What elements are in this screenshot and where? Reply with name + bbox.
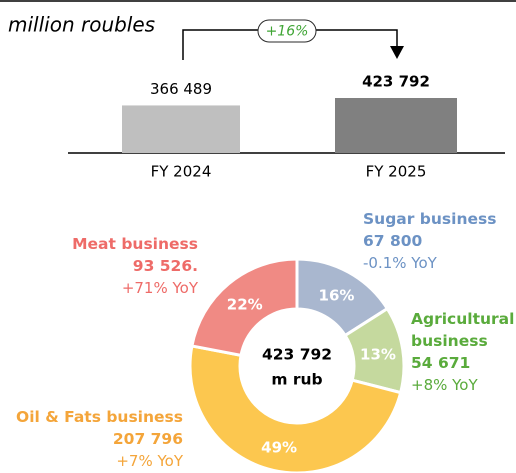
donut-segment: [188, 344, 403, 473]
chart-title: million roubles: [8, 13, 155, 37]
x-tick-label: FY 2025: [366, 163, 427, 181]
segment-label: Oil & Fats business 207 796 +7% YoY: [16, 406, 183, 472]
center-value: 423 792: [262, 346, 332, 364]
value-label: 423 792: [362, 73, 430, 91]
center-unit: m rub: [271, 371, 322, 389]
bar: [335, 98, 457, 153]
segment-percent: 13%: [360, 346, 396, 364]
donut-segment: [190, 257, 299, 358]
segment-name: Meat business: [72, 235, 198, 253]
annotation: +16%: [266, 24, 309, 40]
arrow-head: [390, 46, 404, 59]
segment-name: Agricultural business: [411, 310, 515, 350]
segment-label: Sugar business 67 800 -0.1% YoY: [363, 208, 496, 274]
segment-amount: 207 796: [112, 430, 183, 448]
segment-yoy: -0.1% YoY: [363, 254, 437, 272]
bar: [122, 105, 240, 153]
x-tick-label: FY 2024: [151, 163, 212, 181]
value-label: 366 489: [150, 80, 212, 98]
segment-percent: 16%: [319, 287, 355, 305]
segment-yoy: +8% YoY: [411, 376, 478, 394]
segment-percent: 22%: [227, 295, 263, 313]
segment-name: Sugar business: [363, 210, 497, 228]
segment-amount: 54 671: [411, 354, 471, 372]
segment-yoy: +71% YoY: [121, 279, 198, 297]
segment-amount: 67 800: [363, 232, 423, 250]
annotation-box: [257, 19, 317, 43]
segment-label: Agricultural business 54 671 +8% YoY: [411, 308, 516, 396]
segment-percent: 49%: [261, 439, 297, 457]
segment-name: Oil & Fats business: [16, 408, 183, 426]
segment-yoy: +7% YoY: [116, 452, 183, 470]
segment-amount: 93 526.: [132, 257, 198, 275]
segment-label: Meat business 93 526. +71% YoY: [72, 233, 198, 299]
